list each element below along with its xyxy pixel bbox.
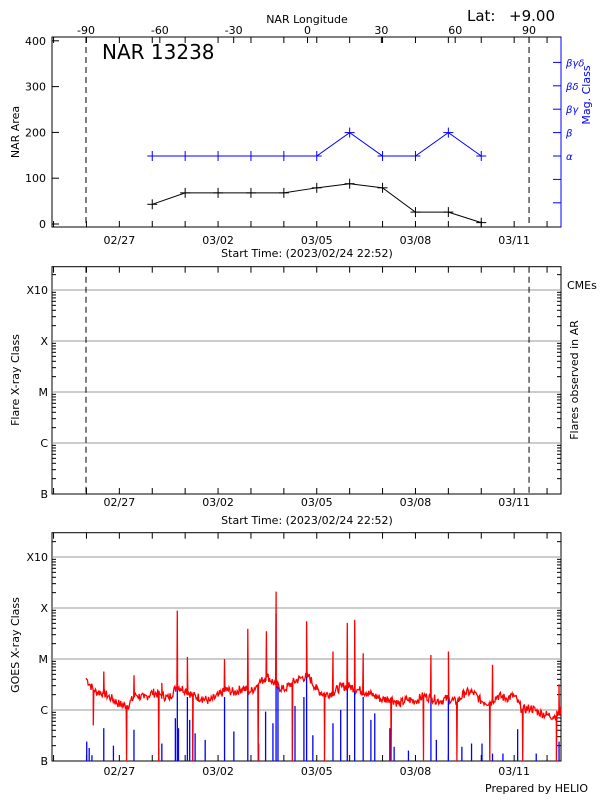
nar-area-point xyxy=(410,207,421,218)
mag-class-point xyxy=(245,151,256,161)
mag-class-tick-label: β xyxy=(565,129,573,140)
x-tick-label: 03/11 xyxy=(498,234,530,247)
x-tick-label: 02/27 xyxy=(104,234,136,247)
cme-label: CMEs xyxy=(567,279,597,292)
y-tick-label: 200 xyxy=(25,126,46,139)
mag-class-point xyxy=(476,151,487,161)
y-tick-label: X xyxy=(40,602,48,615)
longitude-tick-label: -90 xyxy=(77,24,95,37)
nar-area-point xyxy=(311,182,322,193)
nar-area-point xyxy=(245,187,256,198)
mag-class-point xyxy=(410,151,421,161)
lat-label: Lat: xyxy=(467,7,495,25)
region-title: NAR 13238 xyxy=(102,40,215,64)
right-axis-label: Flares observed in AR xyxy=(568,320,581,440)
y-axis-label: NAR Area xyxy=(9,106,22,158)
y-tick-label: X10 xyxy=(26,551,48,564)
x-tick-label: 03/11 xyxy=(498,765,530,778)
x-tick-label: 03/11 xyxy=(498,496,530,509)
mag-class-point xyxy=(278,151,289,161)
mag-class-tick-label: α xyxy=(566,152,573,163)
y-tick-label: X xyxy=(40,335,48,348)
y-tick-label: 300 xyxy=(25,81,46,94)
nar-area-point xyxy=(278,187,289,198)
longitude-tick-label: 0 xyxy=(304,24,311,37)
x-axis-label: Start Time: (2023/02/24 22:52) xyxy=(221,514,393,527)
x-tick-label: 03/08 xyxy=(400,496,432,509)
prepared-by-credit: Prepared by HELIO xyxy=(485,782,588,795)
mag-class-point xyxy=(311,151,322,161)
y-tick-label: 0 xyxy=(39,218,46,231)
plot-frame xyxy=(51,266,562,495)
nar-area-point xyxy=(377,182,388,193)
y-tick-label: C xyxy=(40,437,48,450)
x-tick-label: 03/02 xyxy=(202,765,234,778)
x-tick-label: 03/02 xyxy=(202,496,234,509)
nar-area-point xyxy=(344,178,355,189)
y-tick-label: M xyxy=(39,653,49,666)
goes-long-channel-line xyxy=(85,591,562,762)
longitude-tick-label: 90 xyxy=(522,24,536,37)
lat-value: +9.00 xyxy=(509,7,555,25)
x-axis-label: Start Time: (2023/02/24 22:52) xyxy=(221,247,393,260)
y-tick-label: 100 xyxy=(25,172,46,185)
nar-area-point xyxy=(443,207,454,218)
longitude-axis-label: NAR Longitude xyxy=(266,13,348,26)
y-tick-label: B xyxy=(40,488,48,501)
y-tick-label: 400 xyxy=(25,35,46,48)
mag-class-tick-label: βδ xyxy=(565,82,579,93)
mag-class-tick-label: βγδ xyxy=(565,58,584,69)
x-tick-label: 02/27 xyxy=(104,765,136,778)
longitude-tick-label: -30 xyxy=(225,24,243,37)
x-tick-label: 03/02 xyxy=(202,234,234,247)
y-axis-label: GOES X-ray Class xyxy=(9,597,22,693)
nar-area-point xyxy=(213,187,224,198)
mag-class-point xyxy=(377,151,388,161)
nar-area-point xyxy=(180,187,191,198)
mag-class-point xyxy=(180,151,191,161)
longitude-tick-label: 30 xyxy=(374,24,388,37)
y-tick-label: C xyxy=(40,704,48,717)
mag-class-point xyxy=(147,151,158,161)
x-tick-label: 03/08 xyxy=(400,765,432,778)
y-tick-label: M xyxy=(39,386,49,399)
longitude-tick-label: 60 xyxy=(448,24,462,37)
nar-area-point xyxy=(476,217,487,228)
x-tick-label: 03/05 xyxy=(301,234,333,247)
mag-class-axis-label: Mag. Class xyxy=(580,65,593,124)
mag-class-point xyxy=(443,127,454,138)
mag-class-point xyxy=(344,127,355,138)
longitude-tick-label: -60 xyxy=(151,24,169,37)
x-tick-label: 03/05 xyxy=(301,765,333,778)
y-axis-label: Flare X-ray Class xyxy=(9,334,22,426)
nar-area-point xyxy=(147,199,158,210)
x-tick-label: 02/27 xyxy=(104,496,136,509)
y-tick-label: X10 xyxy=(26,284,48,297)
x-tick-label: 03/08 xyxy=(400,234,432,247)
y-tick-label: B xyxy=(40,755,48,768)
x-tick-label: 03/05 xyxy=(301,496,333,509)
plot-frame xyxy=(51,36,562,228)
mag-class-tick-label: βγ xyxy=(565,105,579,116)
mag-class-point xyxy=(213,151,224,161)
